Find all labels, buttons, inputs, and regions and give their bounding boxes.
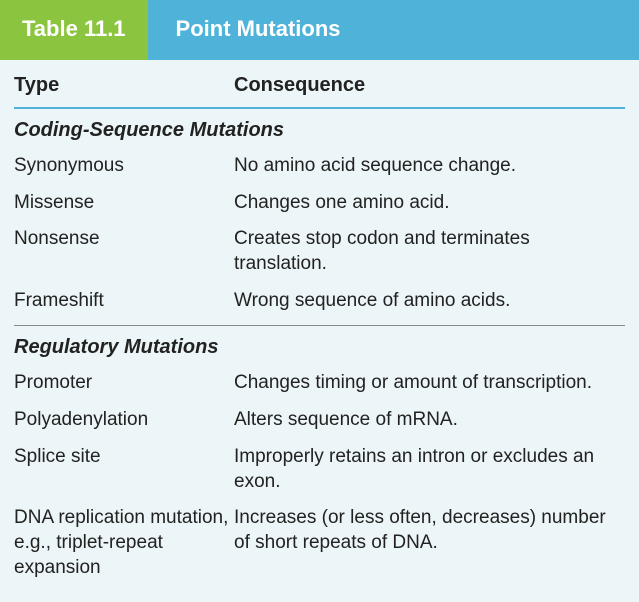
cell-type: Nonsense — [14, 227, 234, 276]
table-row: Splice site Improperly retains an intron… — [14, 441, 625, 502]
section-heading-regulatory: Regulatory Mutations — [14, 326, 625, 367]
table-row: Frameshift Wrong sequence of amino acids… — [14, 285, 625, 322]
cell-type: Polyadenylation — [14, 408, 234, 433]
cell-type: Missense — [14, 191, 234, 216]
table-row: Missense Changes one amino acid. — [14, 187, 625, 224]
column-header-consequence: Consequence — [234, 74, 625, 97]
table-row: Polyadenylation Alters sequence of mRNA. — [14, 404, 625, 441]
section-heading-coding: Coding-Sequence Mutations — [14, 109, 625, 150]
cell-consequence: Increases (or less often, decreases) num… — [234, 506, 625, 580]
column-header-type: Type — [14, 74, 234, 97]
cell-type: Synonymous — [14, 154, 234, 179]
cell-consequence: Changes timing or amount of transcriptio… — [234, 371, 625, 396]
table-row: Synonymous No amino acid sequence change… — [14, 150, 625, 187]
table-title-bar: Table 11.1 Point Mutations — [0, 0, 639, 60]
table-row: Nonsense Creates stop codon and terminat… — [14, 223, 625, 284]
table-number: Table 11.1 — [0, 0, 148, 60]
cell-consequence: Creates stop codon and terminates transl… — [234, 227, 625, 276]
point-mutations-table: Table 11.1 Point Mutations Type Conseque… — [0, 0, 639, 602]
cell-consequence: Wrong sequence of amino acids. — [234, 289, 625, 314]
table-row: DNA replication mutation, e.g., triplet-… — [14, 502, 625, 588]
cell-consequence: No amino acid sequence change. — [234, 154, 625, 179]
table-row: Promoter Changes timing or amount of tra… — [14, 367, 625, 404]
table-title: Point Mutations — [148, 0, 639, 60]
table-header-row: Type Consequence — [14, 60, 625, 109]
cell-type: Frameshift — [14, 289, 234, 314]
cell-type: Splice site — [14, 445, 234, 494]
table-body: Type Consequence Coding-Sequence Mutatio… — [0, 60, 639, 602]
cell-consequence: Improperly retains an intron or excludes… — [234, 445, 625, 494]
cell-type: DNA replication mutation, e.g., triplet-… — [14, 506, 234, 580]
cell-consequence: Alters sequence of mRNA. — [234, 408, 625, 433]
cell-type: Promoter — [14, 371, 234, 396]
cell-consequence: Changes one amino acid. — [234, 191, 625, 216]
